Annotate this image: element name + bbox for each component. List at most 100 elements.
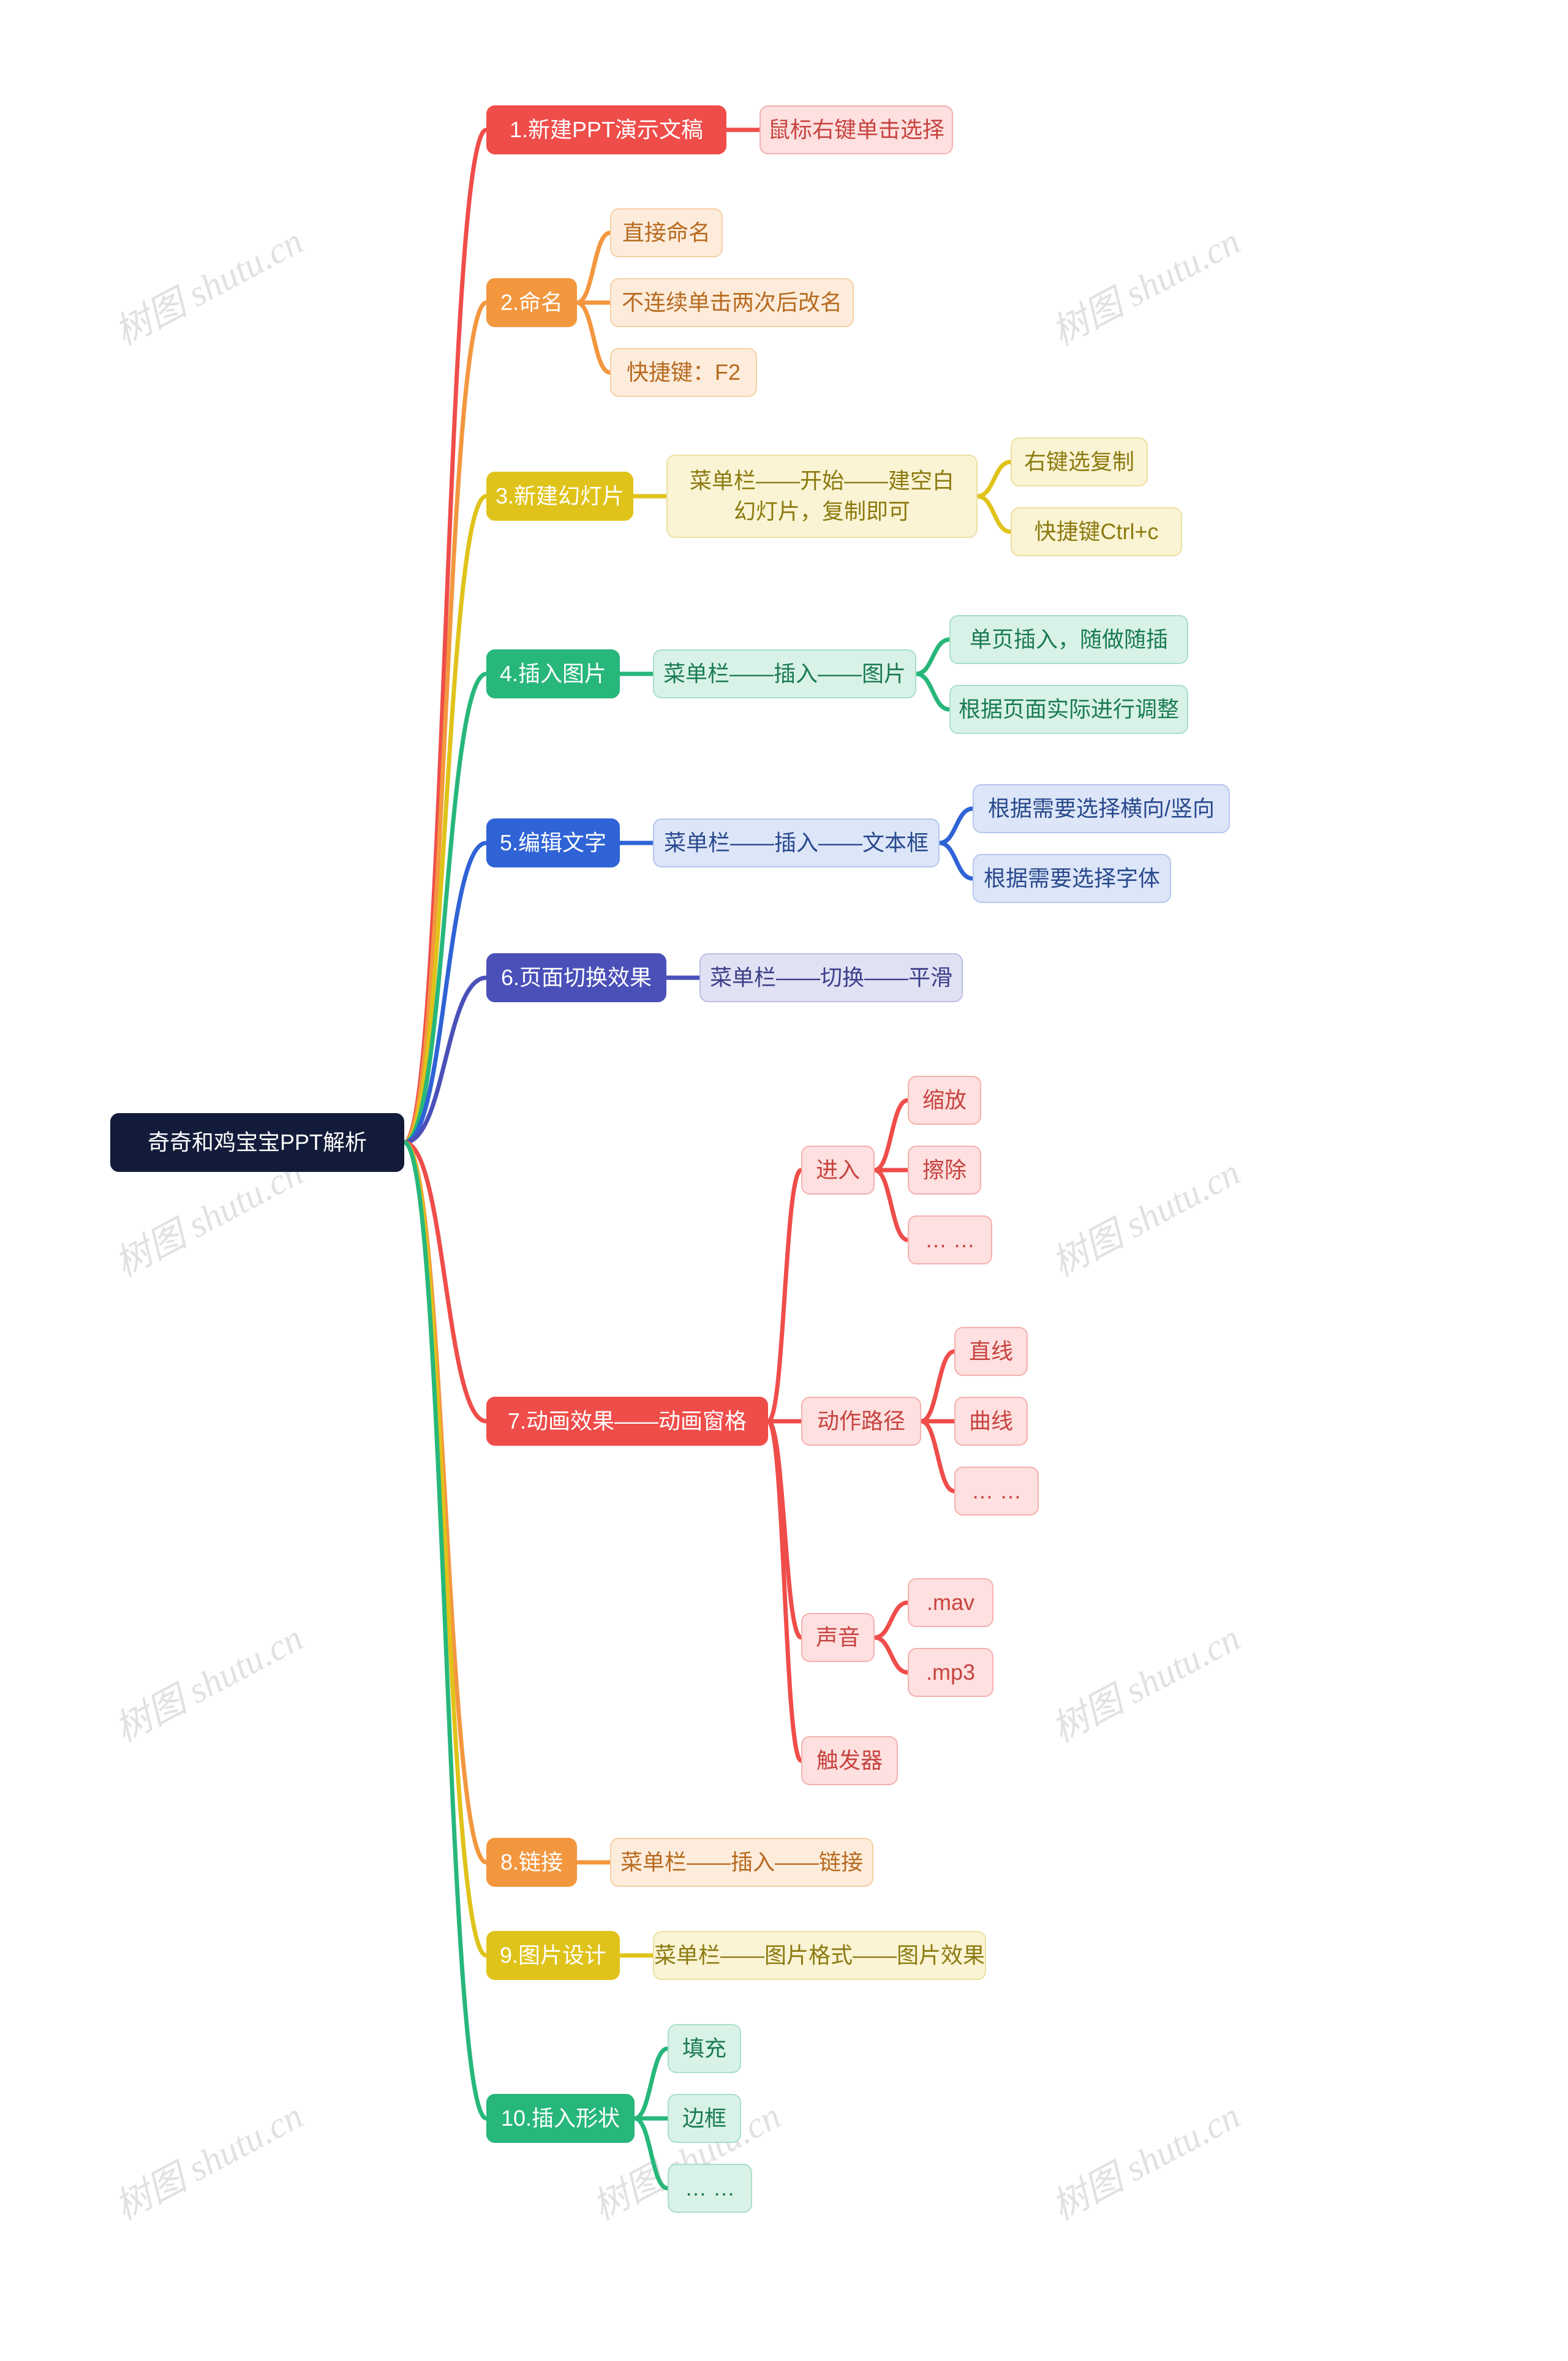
node-label: 根据页面实际进行调整	[959, 694, 1179, 725]
edge-b5a-b5a2	[940, 843, 973, 878]
node-label: 1.新建PPT演示文稿	[510, 115, 703, 145]
node-label: 直接命名	[622, 217, 710, 248]
node-label: 触发器	[816, 1745, 883, 1776]
edge-root-b1	[404, 130, 486, 1143]
edge-b7c-b7c1	[875, 1603, 908, 1638]
mindmap-node-b6a[interactable]: 菜单栏——切换——平滑	[699, 953, 963, 1002]
edge-root-b8	[404, 1143, 486, 1862]
mindmap-node-b10b[interactable]: 边框	[668, 2094, 741, 2143]
mindmap-node-b7c1[interactable]: .mav	[908, 1578, 993, 1627]
mindmap-node-b7d[interactable]: 触发器	[801, 1736, 898, 1785]
edge-b2-b2a	[577, 233, 610, 303]
mindmap-node-b7a1[interactable]: 缩放	[908, 1076, 981, 1125]
mindmap-node-b3[interactable]: 3.新建幻灯片	[486, 472, 633, 521]
mindmap-node-b7b3[interactable]: … …	[954, 1467, 1039, 1516]
edge-b4a-b4a2	[916, 674, 949, 709]
mindmap-node-b2a[interactable]: 直接命名	[610, 208, 723, 257]
watermark: 树图 shutu.cn	[1041, 1609, 1248, 1753]
node-label: 2.命名	[500, 287, 563, 318]
edge-b7-b7c	[768, 1421, 801, 1638]
watermark: 树图 shutu.cn	[1041, 1143, 1248, 1287]
mindmap-node-b7b1[interactable]: 直线	[954, 1327, 1028, 1376]
mindmap-node-b4a2[interactable]: 根据页面实际进行调整	[949, 685, 1188, 734]
mindmap-node-b9[interactable]: 9.图片设计	[486, 1931, 620, 1980]
mindmap-node-b7a2[interactable]: 擦除	[908, 1146, 981, 1195]
watermark: 树图 shutu.cn	[104, 1609, 311, 1753]
edge-b2-b2c	[577, 303, 610, 372]
watermark: 树图 shutu.cn	[104, 212, 311, 356]
mindmap-node-root[interactable]: 奇奇和鸡宝宝PPT解析	[110, 1113, 404, 1172]
node-label: … …	[971, 1476, 1022, 1506]
node-label: 3.新建幻灯片	[496, 481, 624, 512]
node-label: 根据需要选择字体	[984, 863, 1160, 894]
edge-root-b2	[404, 303, 486, 1143]
edge-b4a-b4a1	[916, 640, 949, 674]
edge-b7c-b7c2	[875, 1638, 908, 1672]
node-label: 7.动画效果——动画窗格	[508, 1406, 747, 1437]
mindmap-node-b7[interactable]: 7.动画效果——动画窗格	[486, 1397, 768, 1446]
mindmap-node-b5a1[interactable]: 根据需要选择横向/竖向	[973, 784, 1230, 833]
node-label: 菜单栏——切换——平滑	[710, 962, 952, 993]
mindmap-node-b5a2[interactable]: 根据需要选择字体	[973, 854, 1171, 903]
edge-b5a-b5a1	[940, 809, 973, 843]
mindmap-node-b8[interactable]: 8.链接	[486, 1838, 577, 1887]
node-label: 菜单栏——插入——图片	[663, 659, 906, 689]
edge-b7b-b7b3	[921, 1421, 954, 1491]
edge-b10-b10a	[635, 2049, 668, 2118]
node-label: 4.插入图片	[500, 659, 606, 689]
mindmap-node-b3a[interactable]: 菜单栏——开始——建空白幻灯片，复制即可	[666, 455, 978, 538]
node-label: 10.插入形状	[501, 2103, 620, 2134]
mindmap-node-b4a1[interactable]: 单页插入，随做随插	[949, 615, 1188, 664]
node-label: 擦除	[922, 1155, 967, 1185]
node-label: 不连续单击两次后改名	[622, 287, 842, 318]
node-label: 声音	[816, 1622, 860, 1653]
mindmap-node-b5a[interactable]: 菜单栏——插入——文本框	[653, 818, 940, 867]
node-label: 边框	[682, 2103, 726, 2134]
mindmap-node-b5[interactable]: 5.编辑文字	[486, 818, 620, 867]
mindmap-node-b4[interactable]: 4.插入图片	[486, 649, 620, 698]
node-label: 5.编辑文字	[500, 828, 606, 858]
edge-b7a-b7a3	[875, 1170, 908, 1240]
node-label: 6.页面切换效果	[501, 962, 652, 993]
watermark: 树图 shutu.cn	[104, 2087, 311, 2231]
node-label: 曲线	[969, 1406, 1013, 1437]
mindmap-node-b10a[interactable]: 填充	[668, 2024, 741, 2073]
node-label: 9.图片设计	[500, 1940, 606, 1971]
mindmap-node-b1[interactable]: 1.新建PPT演示文稿	[486, 105, 726, 154]
edge-root-b3	[404, 496, 486, 1143]
mindmap-node-b4a[interactable]: 菜单栏——插入——图片	[653, 649, 916, 698]
node-label: 鼠标右键单击选择	[768, 115, 944, 145]
mindmap-node-b7b[interactable]: 动作路径	[801, 1397, 921, 1446]
mindmap-node-b8a[interactable]: 菜单栏——插入——链接	[610, 1838, 873, 1887]
edge-b7-b7a	[768, 1170, 801, 1421]
mindmap-node-b7c2[interactable]: .mp3	[908, 1648, 993, 1697]
mindmap-node-b7a[interactable]: 进入	[801, 1146, 875, 1195]
watermark: 树图 shutu.cn	[1041, 2087, 1248, 2231]
node-label: .mav	[927, 1587, 974, 1618]
mindmap-node-b1a[interactable]: 鼠标右键单击选择	[760, 105, 953, 154]
edge-b3a-b3a1	[978, 462, 1011, 496]
node-label: 快捷键Ctrl+c	[1034, 516, 1158, 547]
node-label: 菜单栏——插入——文本框	[664, 828, 929, 858]
node-label: 右键选复制	[1024, 447, 1134, 477]
node-label: 根据需要选择横向/竖向	[988, 793, 1215, 824]
mindmap-node-b6[interactable]: 6.页面切换效果	[486, 953, 666, 1002]
mindmap-node-b7c[interactable]: 声音	[801, 1613, 875, 1662]
watermark: 树图 shutu.cn	[1041, 212, 1248, 356]
node-label: … …	[685, 2173, 735, 2204]
mindmap-node-b7b2[interactable]: 曲线	[954, 1397, 1028, 1446]
node-label: 快捷键：F2	[627, 357, 741, 388]
mindmap-node-b2[interactable]: 2.命名	[486, 278, 577, 327]
mindmap-node-b3a1[interactable]: 右键选复制	[1011, 437, 1148, 486]
mindmap-node-b9a[interactable]: 菜单栏——图片格式——图片效果	[653, 1931, 986, 1980]
mindmap-node-b3a2[interactable]: 快捷键Ctrl+c	[1011, 507, 1182, 556]
node-label: 单页插入，随做随插	[970, 624, 1168, 655]
node-label: 进入	[816, 1155, 860, 1185]
mindmap-node-b10c[interactable]: … …	[668, 2164, 752, 2213]
node-label: 缩放	[922, 1085, 967, 1116]
mindmap-node-b7a3[interactable]: … …	[908, 1215, 992, 1264]
mindmap-node-b2b[interactable]: 不连续单击两次后改名	[610, 278, 854, 327]
mindmap-node-b10[interactable]: 10.插入形状	[486, 2094, 635, 2143]
mindmap-node-b2c[interactable]: 快捷键：F2	[610, 348, 757, 397]
node-label: 菜单栏——图片格式——图片效果	[654, 1940, 985, 1971]
